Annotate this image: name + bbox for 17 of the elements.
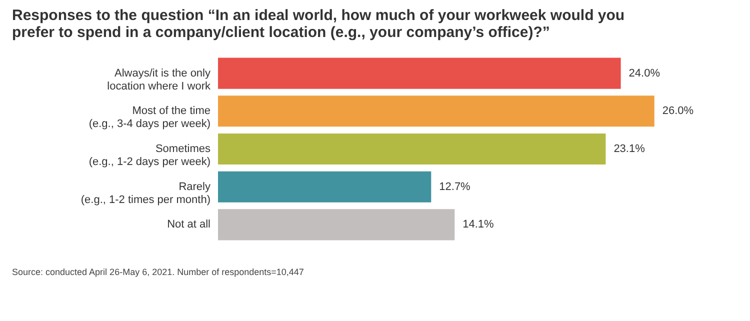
y-tick-label: Most of the time (e.g., 3-4 days per week) xyxy=(88,105,210,130)
data-label: 12.7% xyxy=(439,180,471,193)
y-tick-label: Always/it is the only location where I work xyxy=(107,67,211,92)
source-note: Source: conducted April 26-May 6, 2021. Number of respondents=10,447 xyxy=(12,267,304,277)
bar xyxy=(218,209,455,240)
data-label: 24.0% xyxy=(628,67,660,80)
data-label: 26.0% xyxy=(662,105,694,118)
data-label: 14.1% xyxy=(462,218,494,231)
y-tick-label: Not at all xyxy=(167,218,210,231)
bar xyxy=(218,58,621,89)
chart-title: Responses to the question “In an ideal world, how much of your workweek would you prefer to spend in a company/client location (e.g., your company’s office)?” xyxy=(12,7,625,41)
bar xyxy=(218,171,432,202)
y-tick-label: Rarely (e.g., 1-2 times per month) xyxy=(80,180,211,206)
bar xyxy=(218,133,606,165)
data-label: 23.1% xyxy=(614,143,646,155)
bar xyxy=(218,96,654,127)
y-tick-label: Sometimes (e.g., 1-2 days per week) xyxy=(88,143,211,168)
